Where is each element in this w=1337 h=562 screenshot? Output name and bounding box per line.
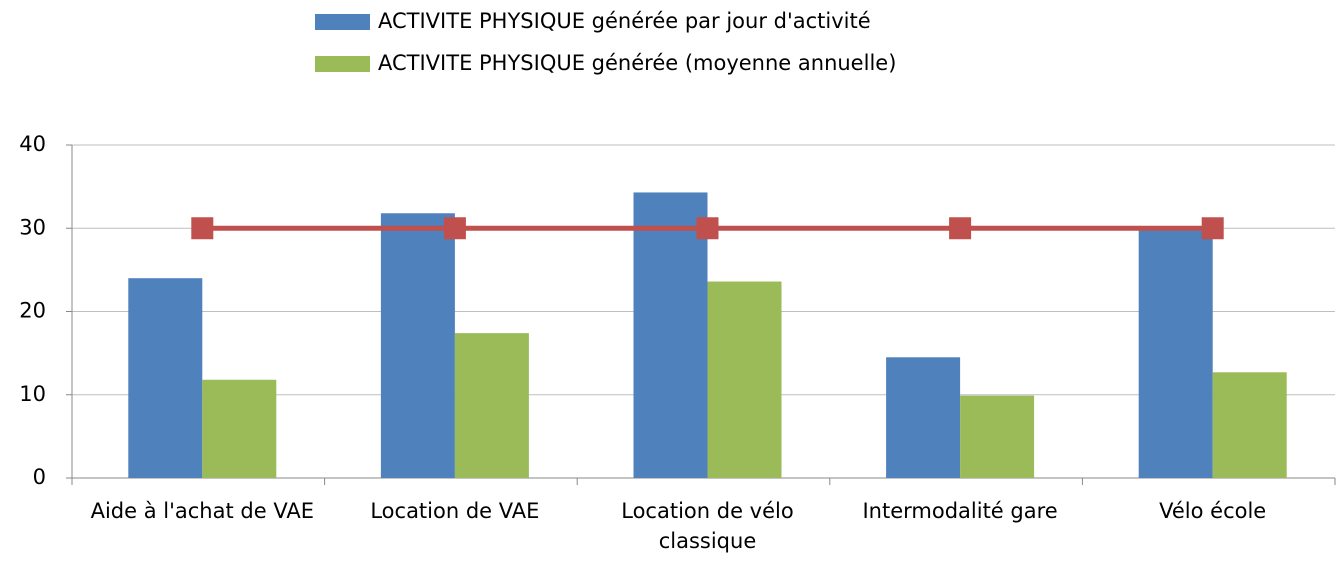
x-tick-label: Intermodalité gare — [862, 499, 1058, 523]
bar — [707, 281, 782, 478]
bar — [454, 333, 529, 478]
bar — [128, 278, 203, 478]
y-tick-label: 40 — [19, 132, 46, 156]
bar — [202, 379, 277, 478]
bar — [1212, 372, 1287, 478]
bar — [960, 395, 1035, 478]
y-tick-label: 20 — [19, 299, 46, 323]
legend-swatch — [315, 56, 370, 72]
x-tick-label: Location de vélo classique — [621, 499, 794, 553]
x-tick-label: Location de VAE — [370, 499, 540, 523]
y-tick-label: 10 — [19, 382, 46, 406]
line-marker — [949, 217, 972, 240]
legend-swatch — [315, 14, 370, 30]
bar — [886, 357, 961, 478]
y-tick-label: 30 — [19, 215, 46, 239]
x-tick-label: Vélo école — [1159, 499, 1267, 523]
line-marker — [191, 217, 214, 240]
x-tick-label: Aide à l'achat de VAE — [90, 499, 314, 523]
line-marker — [1201, 217, 1224, 240]
bar — [380, 213, 455, 478]
legend-label: ACTIVITE PHYSIQUE générée par jour d'act… — [378, 9, 871, 33]
y-tick-label: 0 — [33, 465, 46, 489]
legend-label: ACTIVITE PHYSIQUE générée (moyenne annue… — [378, 51, 896, 75]
bar — [1138, 228, 1213, 478]
line-marker — [696, 217, 719, 240]
line-marker — [443, 217, 466, 240]
bar — [633, 192, 708, 478]
